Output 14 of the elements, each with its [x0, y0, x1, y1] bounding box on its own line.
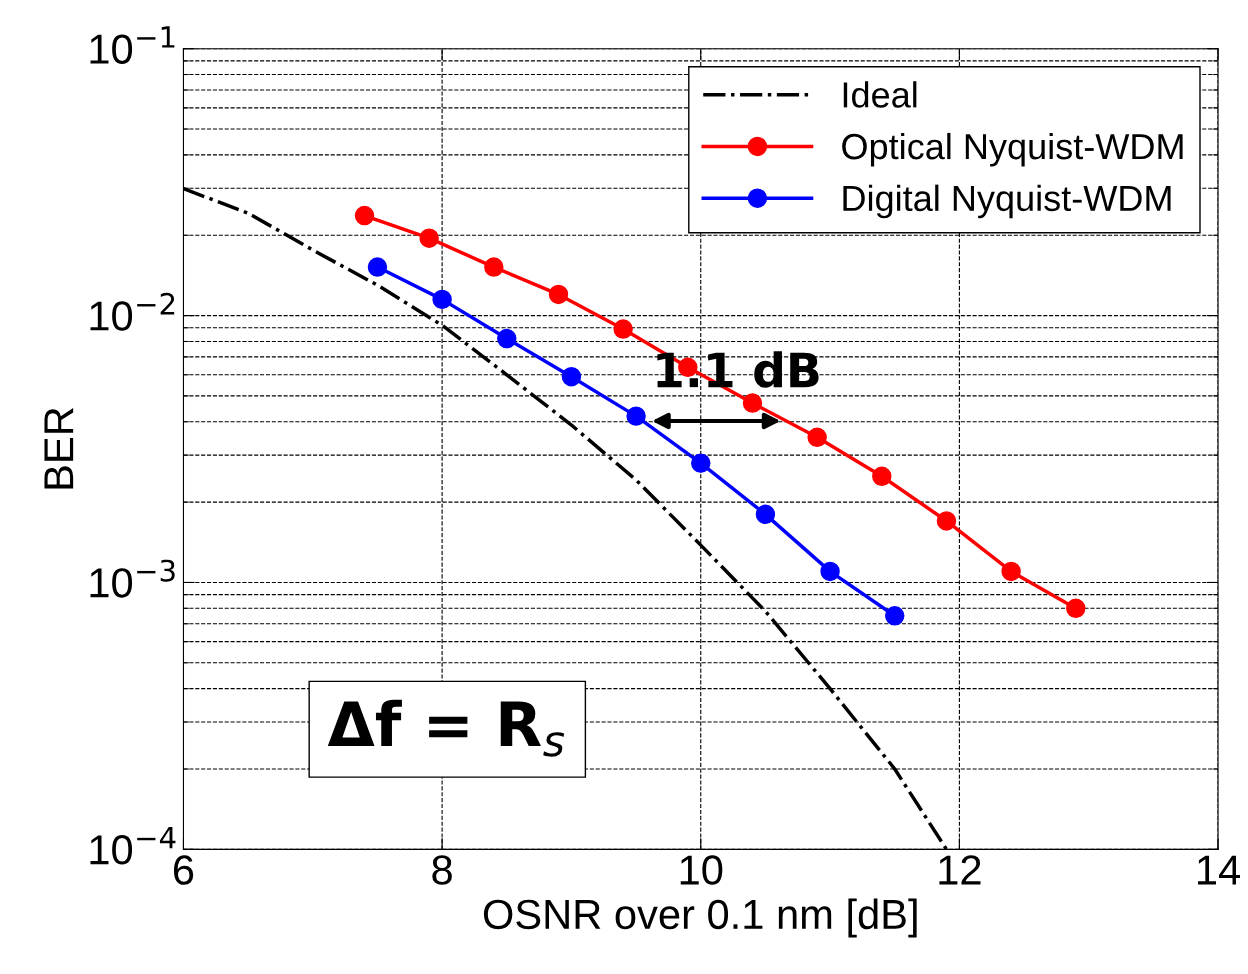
x-tick-label: 10 — [680, 855, 723, 885]
legend-label: Ideal — [843, 81, 917, 108]
x-axis-title: OSNR over 0.1 nm [dB] — [483, 898, 917, 938]
y-tick-label: 10$^{−1}$ — [90, 26, 175, 64]
legend-label: Optical Nyquist-WDM — [842, 132, 1183, 167]
annotation: Δf = R$_{s}$ — [327, 699, 565, 757]
y-axis-title: BER — [44, 408, 74, 489]
x-tick-label: 8 — [432, 855, 452, 885]
y-tick-label: 10$^{−3}$ — [90, 559, 175, 598]
legend-label: Digital Nyquist-WDM — [843, 184, 1171, 219]
x-tick-label: 14 — [1198, 855, 1240, 885]
y-tick-label: 10$^{−2}$ — [90, 292, 175, 331]
x-tick-label: 6 — [173, 855, 194, 885]
x-tick-label: 12 — [939, 855, 981, 885]
